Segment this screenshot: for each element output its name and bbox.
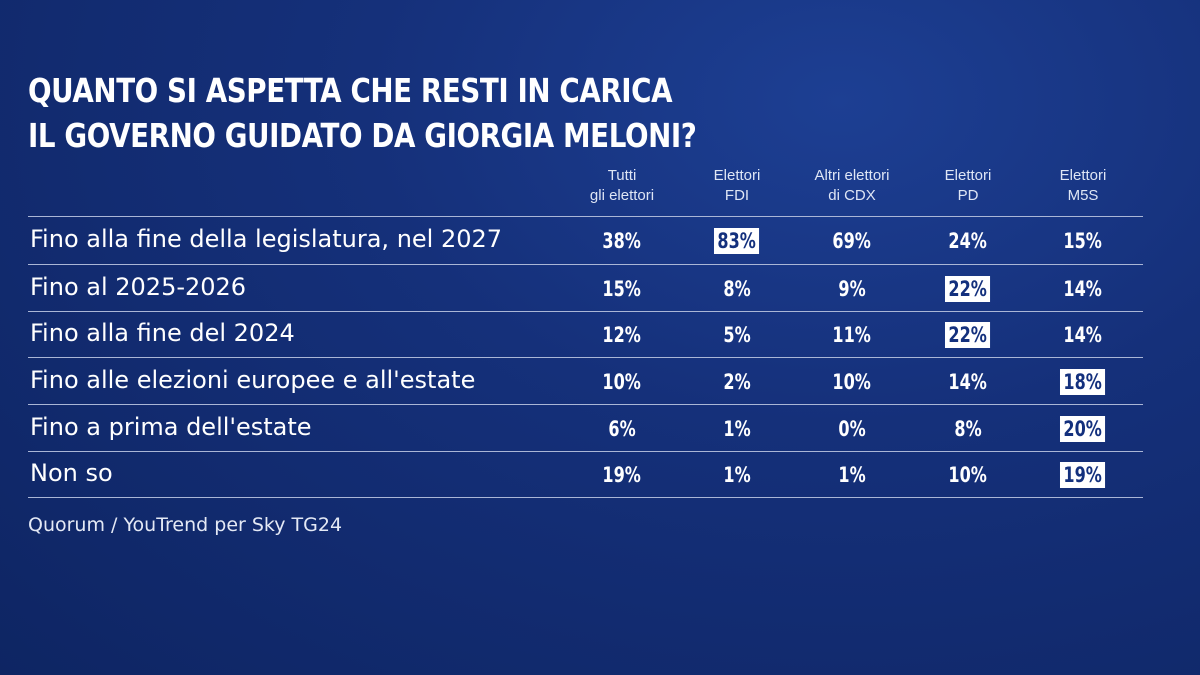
row-divider [28, 497, 1143, 498]
row-label: Fino al 2025-2026 [30, 272, 247, 301]
page-title: QUANTO SI ASPETTA CHE RESTI IN CARICA IL… [28, 68, 697, 158]
value-cell: 14% [1023, 274, 1143, 304]
value-text: 14% [948, 369, 988, 394]
value-text: 2% [723, 369, 751, 394]
column-header-line: Elettori [1059, 167, 1107, 184]
column-header-line: Tutti [607, 167, 637, 184]
value-cell: 8% [908, 414, 1028, 444]
row-divider [28, 311, 1143, 312]
value-text: 14% [1063, 323, 1103, 347]
highlighted-value-cell: 22% [908, 274, 1028, 304]
column-header-line: M5S [1067, 187, 1099, 204]
value-cell: 10% [908, 460, 1028, 490]
value-cell: 9% [792, 274, 912, 304]
value-text: 11% [832, 323, 872, 347]
row-divider [28, 451, 1143, 452]
column-header-line: PD [957, 187, 979, 204]
row-label: Fino alle elezioni europee e all'estate [30, 365, 476, 394]
value-cell: 8% [677, 274, 797, 304]
column-header: Elettori PD [908, 166, 1028, 206]
highlighted-value-cell: 83% [677, 226, 797, 256]
source-note: Quorum / YouTrend per Sky TG24 [28, 514, 343, 536]
column-header: Tutti gli elettori [562, 166, 682, 206]
value-text: 15% [602, 276, 642, 301]
value-text: 83% [714, 228, 760, 254]
value-text: 10% [948, 463, 988, 487]
row-divider [28, 357, 1143, 358]
column-header: Elettori FDI [677, 166, 797, 206]
value-cell: 19% [562, 460, 682, 490]
column-header-line: FDI [724, 187, 750, 204]
value-text: 12% [602, 323, 642, 347]
value-text: 15% [1063, 229, 1103, 253]
value-text: 20% [1060, 415, 1106, 442]
value-text: 5% [723, 323, 751, 347]
title-line-1: QUANTO SI ASPETTA CHE RESTI IN CARICA [28, 71, 673, 110]
value-text: 10% [832, 369, 872, 394]
value-cell: 69% [792, 226, 912, 256]
highlighted-value-cell: 22% [908, 320, 1028, 350]
value-text: 8% [723, 276, 751, 301]
value-text: 38% [602, 229, 642, 253]
value-cell: 10% [792, 367, 912, 397]
value-text: 8% [954, 416, 982, 441]
value-cell: 11% [792, 320, 912, 350]
value-cell: 1% [792, 460, 912, 490]
value-cell: 0% [792, 414, 912, 444]
value-text: 19% [602, 463, 642, 487]
value-cell: 15% [1023, 226, 1143, 256]
value-text: 1% [723, 416, 751, 441]
column-header-line: gli elettori [589, 187, 655, 204]
column-header-line: Elettori [944, 167, 992, 184]
value-cell: 2% [677, 367, 797, 397]
value-cell: 1% [677, 460, 797, 490]
column-header-line: Altri elettori [814, 167, 890, 184]
value-cell: 38% [562, 226, 682, 256]
value-cell: 10% [562, 367, 682, 397]
highlighted-value-cell: 18% [1023, 367, 1143, 397]
value-text: 0% [838, 416, 866, 441]
value-cell: 15% [562, 274, 682, 304]
value-text: 22% [945, 275, 991, 302]
value-cell: 24% [908, 226, 1028, 256]
value-text: 1% [838, 463, 866, 487]
value-text: 24% [948, 229, 988, 253]
highlighted-value-cell: 19% [1023, 460, 1143, 490]
highlighted-value-cell: 20% [1023, 414, 1143, 444]
value-cell: 1% [677, 414, 797, 444]
value-text: 69% [832, 229, 872, 253]
row-label: Fino a prima dell'estate [30, 412, 312, 441]
value-cell: 5% [677, 320, 797, 350]
row-divider [28, 216, 1143, 217]
value-cell: 6% [562, 414, 682, 444]
column-header: Altri elettori di CDX [792, 166, 912, 206]
value-text: 14% [1063, 276, 1103, 301]
row-label: Fino alla fine della legislatura, nel 20… [30, 225, 503, 253]
value-text: 19% [1060, 462, 1106, 488]
column-header-line: Elettori [713, 167, 761, 184]
value-text: 6% [608, 416, 636, 441]
value-cell: 12% [562, 320, 682, 350]
column-header: Elettori M5S [1023, 166, 1143, 206]
value-text: 10% [602, 369, 642, 394]
value-cell: 14% [1023, 320, 1143, 350]
column-header-line: di CDX [828, 187, 876, 204]
value-text: 18% [1060, 368, 1106, 395]
row-label: Non so [30, 459, 113, 487]
row-label: Fino alla fine del 2024 [30, 319, 295, 347]
value-text: 9% [838, 276, 866, 301]
row-divider [28, 264, 1143, 265]
row-divider [28, 404, 1143, 405]
title-line-2: IL GOVERNO GUIDATO DA GIORGIA MELONI? [28, 116, 697, 155]
value-text: 1% [723, 463, 751, 487]
value-cell: 14% [908, 367, 1028, 397]
value-text: 22% [945, 322, 991, 348]
